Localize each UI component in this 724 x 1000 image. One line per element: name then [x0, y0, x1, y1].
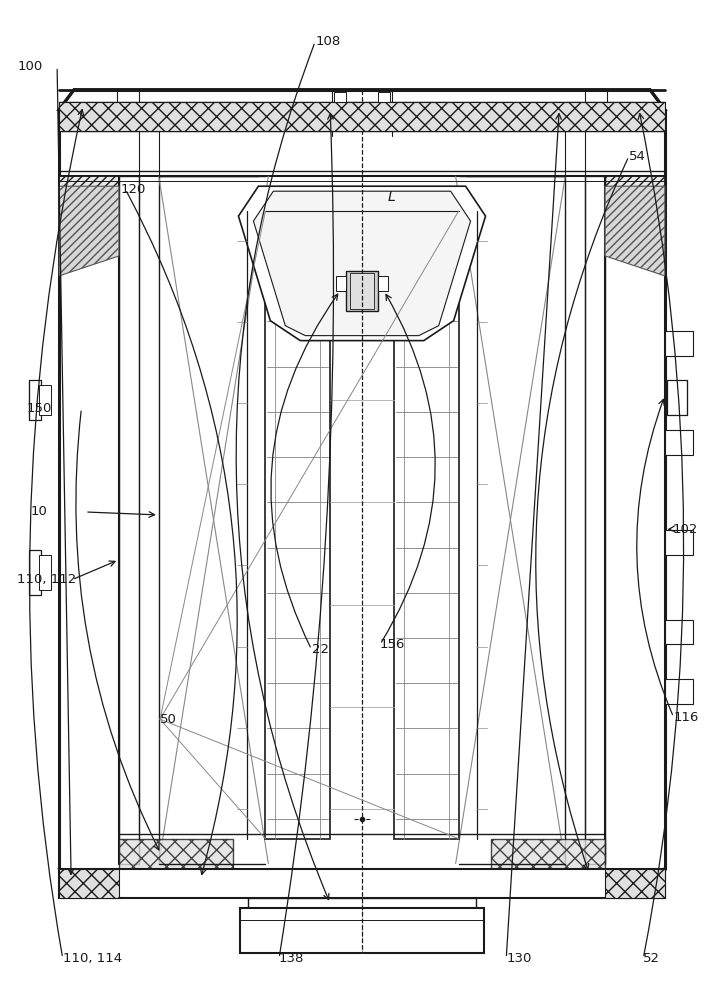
- Bar: [153, 874, 174, 886]
- Polygon shape: [253, 191, 471, 336]
- Text: 130: 130: [506, 952, 531, 965]
- Polygon shape: [605, 186, 665, 276]
- Bar: [39, 385, 51, 415]
- Text: 100: 100: [17, 60, 43, 73]
- Bar: [575, 874, 605, 891]
- Bar: [667, 380, 687, 415]
- Bar: [119, 176, 139, 864]
- Bar: [350, 273, 374, 309]
- Bar: [665, 679, 693, 704]
- Text: 150: 150: [27, 402, 52, 415]
- Bar: [490, 839, 605, 874]
- Bar: [29, 550, 41, 595]
- Text: 50: 50: [160, 713, 177, 726]
- Bar: [378, 276, 388, 291]
- Bar: [665, 620, 693, 644]
- Bar: [59, 102, 665, 131]
- Bar: [119, 839, 234, 874]
- Bar: [605, 869, 665, 898]
- Bar: [336, 276, 346, 291]
- Text: 138: 138: [279, 952, 304, 965]
- Bar: [346, 271, 378, 311]
- Bar: [266, 211, 330, 839]
- Bar: [665, 430, 693, 455]
- Bar: [378, 92, 390, 111]
- Text: 110, 112: 110, 112: [17, 573, 77, 586]
- Text: 120: 120: [120, 183, 146, 196]
- Text: 156: 156: [380, 638, 405, 651]
- Bar: [665, 331, 693, 356]
- Text: 116: 116: [673, 711, 699, 724]
- Bar: [334, 92, 346, 111]
- Bar: [585, 176, 605, 864]
- Bar: [59, 869, 119, 898]
- Polygon shape: [59, 186, 119, 276]
- Text: 110, 114: 110, 114: [63, 952, 122, 965]
- Polygon shape: [59, 176, 119, 256]
- Polygon shape: [238, 186, 486, 341]
- Text: 52: 52: [644, 952, 660, 965]
- Bar: [29, 380, 41, 420]
- Bar: [550, 874, 571, 886]
- Text: 10: 10: [30, 505, 47, 518]
- Bar: [240, 908, 484, 953]
- Bar: [665, 530, 693, 555]
- Bar: [59, 869, 665, 898]
- Bar: [394, 211, 458, 839]
- Bar: [119, 874, 149, 891]
- Polygon shape: [605, 176, 665, 256]
- Text: 54: 54: [629, 150, 646, 163]
- Bar: [39, 555, 51, 590]
- Text: 102: 102: [672, 523, 697, 536]
- Text: 108: 108: [315, 35, 340, 48]
- Bar: [248, 898, 476, 910]
- Text: 22: 22: [311, 643, 329, 656]
- Polygon shape: [59, 90, 665, 110]
- Text: L: L: [387, 190, 395, 204]
